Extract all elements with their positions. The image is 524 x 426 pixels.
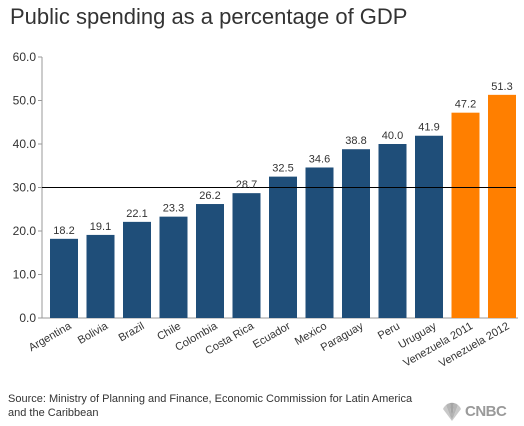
bar: [50, 238, 78, 318]
bar: [86, 234, 115, 318]
bar: [123, 221, 151, 318]
x-tick-label: Ecuador: [251, 320, 293, 351]
y-axis-ticks: 0.0 10.0 20.0 30.0 40.0 50.0 60.0: [13, 50, 42, 325]
bar-value-label: 38.8: [345, 135, 366, 147]
y-tick-label: 50.0: [13, 94, 37, 108]
bar: [269, 176, 297, 318]
bar: [451, 112, 480, 319]
bar: [342, 149, 370, 318]
bar: [196, 204, 224, 318]
bar: [232, 193, 261, 318]
y-tick-label: 20.0: [13, 224, 37, 238]
bar: [488, 94, 516, 318]
chart-title: Public spending as a percentage of GDP: [10, 4, 408, 29]
source-note: Source: Ministry of Planning and Finance…: [8, 393, 413, 419]
bar-value-label: 51.3: [491, 81, 512, 93]
bar: [305, 167, 334, 318]
bar-value-label: 32.5: [272, 163, 293, 175]
y-tick-label: 30.0: [13, 181, 37, 195]
bar-value-label: 34.6: [309, 153, 330, 165]
y-tick-label: 0.0: [19, 311, 36, 325]
bar-value-label: 23.3: [163, 203, 184, 215]
bar: [159, 216, 188, 318]
bar: [415, 135, 443, 318]
bar-value-label: 19.1: [90, 221, 111, 233]
bar-chart: 0.0 10.0 20.0 30.0 40.0 50.0 60.0 18.2 19.1 22.1…: [13, 50, 518, 370]
x-axis-labels: Argentina Bolivia Brazil ChileColombiaCosta…: [27, 320, 512, 370]
y-tick-label: 40.0: [13, 137, 37, 151]
bar-value-label: 41.9: [418, 122, 439, 134]
bars-group: [50, 94, 516, 319]
x-tick-label: Peru: [376, 320, 402, 342]
x-tick-label: Brazil: [117, 320, 147, 344]
x-tick-label: Bolivia: [76, 320, 111, 347]
cnbc-logo: CNBC: [440, 400, 524, 424]
value-labels: 18.2 19.1 22.1 23.3 26.2 28.7 32.5 34.6 38.8 40.0…: [53, 81, 512, 237]
y-tick-label: 60.0: [13, 50, 37, 64]
logo-text: CNBC: [465, 403, 507, 420]
bar-value-label: 26.2: [199, 190, 220, 202]
bar-value-label: 47.2: [455, 99, 476, 111]
peacock-icon: [443, 402, 461, 421]
bar-value-label: 40.0: [382, 130, 403, 142]
bar-value-label: 18.2: [53, 225, 74, 237]
y-tick-label: 10.0: [13, 268, 37, 282]
bar-value-label: 28.7: [236, 179, 257, 191]
bar: [378, 144, 407, 318]
bar-value-label: 22.1: [126, 208, 147, 220]
